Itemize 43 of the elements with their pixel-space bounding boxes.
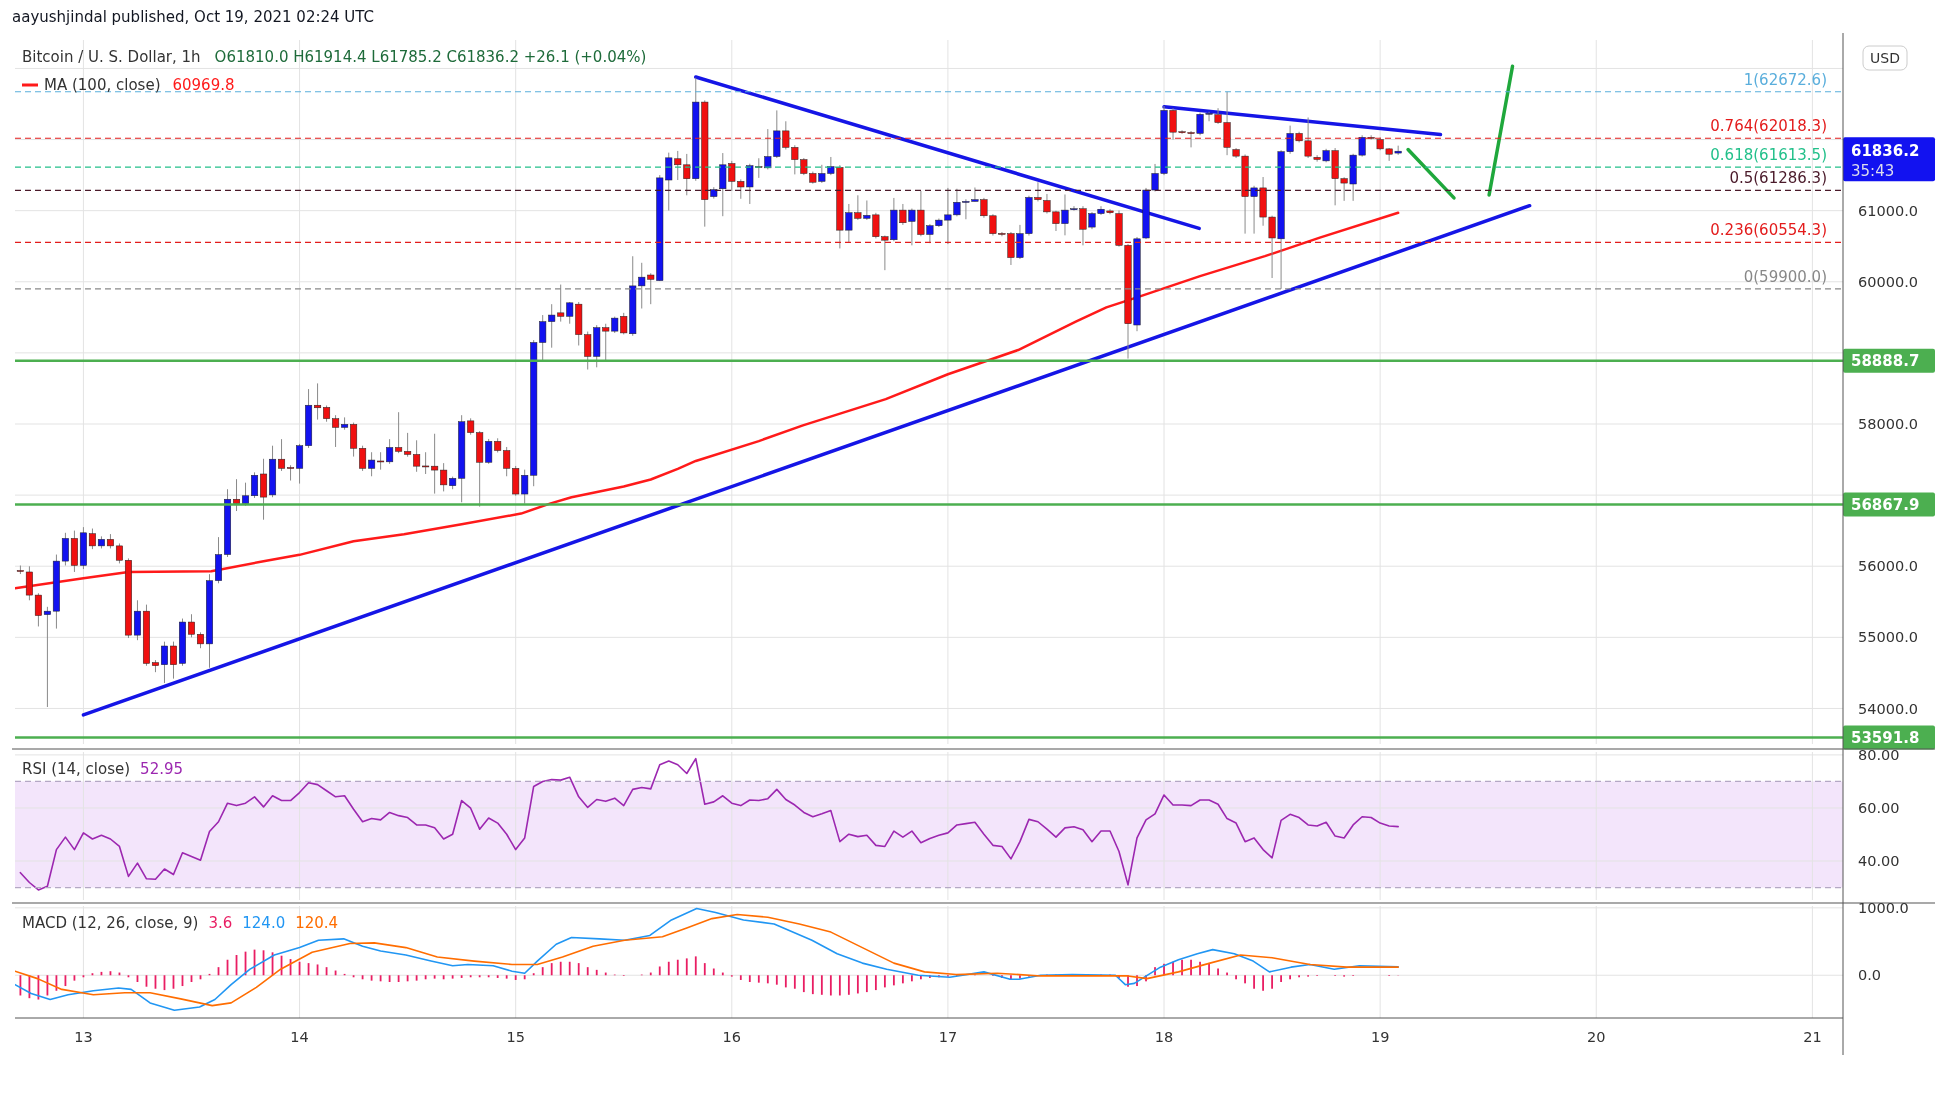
annotation: 60969.8 [172,76,235,94]
y-tick-label: 0.0 [1858,967,1882,984]
y-tick-label: 40.00 [1858,853,1900,870]
y-tick-label: 61000.0 [1858,202,1918,219]
text: O61810.0 H61914.4 L61785.2 C61836.2 +26.1 (+0.04%) [214,48,647,66]
x-tick-label: 15 [506,1029,525,1045]
x-tick-label: 19 [1370,1029,1390,1045]
ref-line-label: 0.764(62018.3) [1710,117,1827,136]
legend-label: MA (100, close) [44,76,161,94]
x-tick-label: 21 [1803,1029,1822,1045]
ref-line-label: 56867.9 [1851,495,1920,514]
y-tick-label: 54000.0 [1858,700,1918,717]
y-tick-label: 58000.0 [1858,416,1918,433]
annotation: 3.6 [208,914,233,932]
annotation: 124.0 [242,914,286,932]
ref-line-label: 0.5(61286.3) [1729,169,1827,188]
text: USD [1870,49,1900,66]
text: MACD (12, 26, close, 9) [22,914,199,932]
ref-line-label: 0.236(60554.3) [1710,221,1827,240]
text: 61836.2 [1851,142,1920,161]
text: aayushjindal published, Oct 19, 2021 02:24 UTC [12,8,375,26]
x-tick-label: 13 [74,1029,93,1045]
x-tick-label: 17 [938,1029,958,1045]
x-tick-label: 14 [290,1029,309,1045]
ref-line-label: 0.618(61613.5) [1710,146,1827,165]
y-tick-label: 1000.0 [1858,899,1909,916]
annotation: 120.4 [295,914,339,932]
ref-line-label: 1(62672.6) [1743,70,1827,89]
x-tick-label: 18 [1154,1029,1174,1045]
text: RSI (14, close) [22,760,131,778]
text: Bitcoin / U. S. Dollar, 1h [22,48,201,66]
y-tick-label: 80.00 [1858,746,1900,763]
text: 35:43 [1851,162,1895,181]
annotation: 52.95 [140,760,184,778]
y-tick-label: 60000.0 [1858,273,1918,290]
x-tick-label: 20 [1587,1029,1606,1045]
ref-line-label: 0(59900.0) [1743,267,1827,286]
ref-line-label: 53591.8 [1851,728,1920,747]
y-tick-label: 55000.0 [1858,629,1918,646]
y-tick-label: 56000.0 [1858,558,1918,575]
y-tick-label: 60.00 [1858,800,1900,817]
ref-line-label: 58888.7 [1851,352,1920,371]
x-tick-label: 16 [722,1029,742,1045]
